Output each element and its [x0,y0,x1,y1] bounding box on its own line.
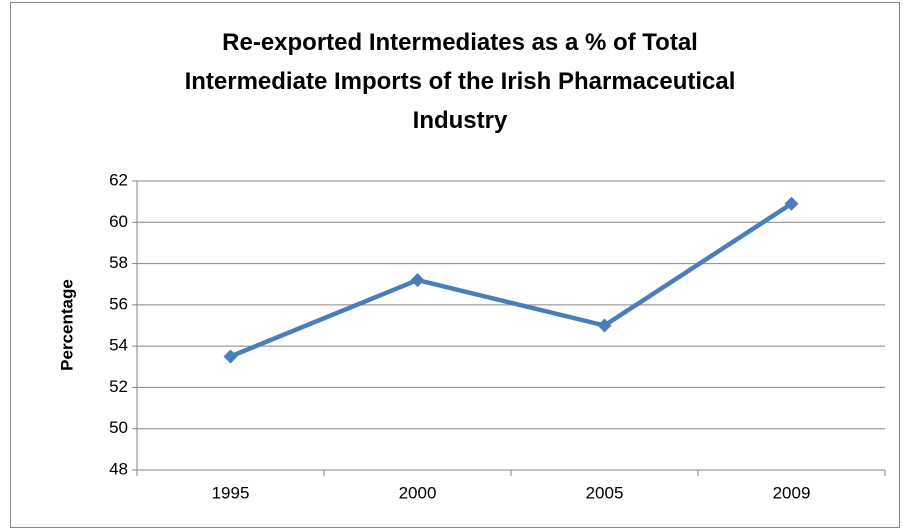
x-tick-label: 1995 [212,483,250,502]
y-tick-label: 62 [109,170,128,189]
data-point [597,318,612,333]
y-tick-label: 52 [109,377,128,396]
chart-border [10,2,900,528]
data-point [410,273,425,288]
data-line [229,201,793,359]
data-point [784,196,799,211]
y-tick-label: 58 [109,253,128,272]
x-tick-label: 2005 [586,483,624,502]
x-tick-label: 2000 [399,483,437,502]
y-tick-label: 54 [109,336,128,355]
y-axis-label: Percentage [57,279,76,371]
y-tick-label: 60 [109,212,128,231]
y-tick-label: 50 [109,418,128,437]
y-tick-label: 48 [109,459,128,478]
x-tick-label: 2009 [773,483,811,502]
chart-title: Re-exported Intermediates as a % of Tota… [185,29,736,134]
y-tick-label: 56 [109,294,128,313]
data-point [223,349,238,364]
